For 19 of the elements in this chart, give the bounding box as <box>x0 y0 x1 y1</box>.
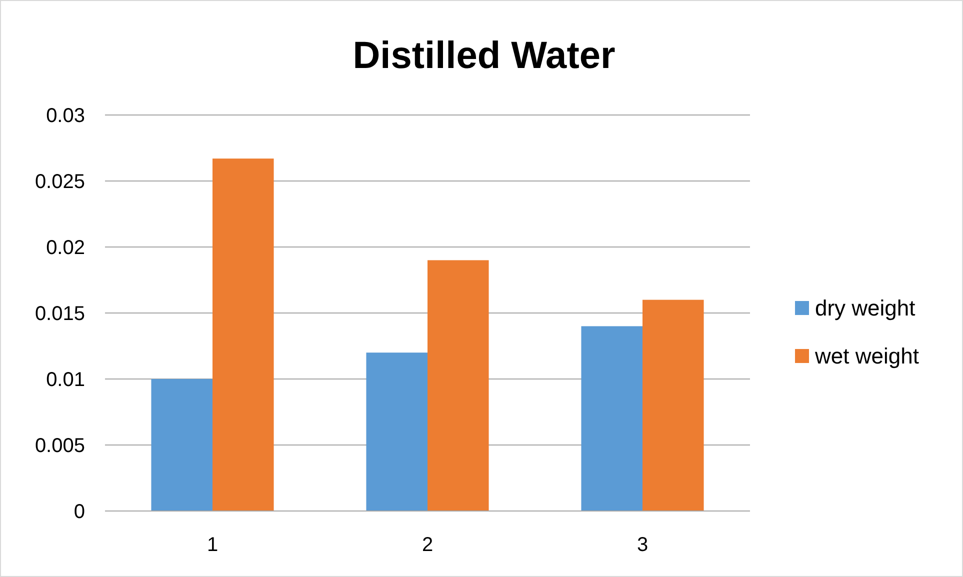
y-tick-label: 0.025 <box>34 171 85 193</box>
y-tick-label: 0.03 <box>46 105 85 127</box>
legend-label: dry weight <box>815 296 916 321</box>
x-tick-label: 3 <box>636 534 648 556</box>
y-tick-label: 0.015 <box>34 303 85 325</box>
legend-label: wet weight <box>814 344 919 369</box>
bar <box>581 326 642 511</box>
bar <box>366 352 428 511</box>
y-tick-label: 0.005 <box>34 435 85 457</box>
bar <box>212 158 274 511</box>
x-tick-label: 1 <box>206 534 218 556</box>
y-tick-label: 0.01 <box>46 369 85 391</box>
y-tick-label: 0 <box>74 501 85 523</box>
x-tick-label: 2 <box>422 534 434 556</box>
y-tick-label: 0.02 <box>46 237 85 259</box>
bar <box>428 260 489 511</box>
bar <box>151 379 212 511</box>
bar <box>642 300 704 511</box>
chart-title: Distilled Water <box>352 35 616 77</box>
